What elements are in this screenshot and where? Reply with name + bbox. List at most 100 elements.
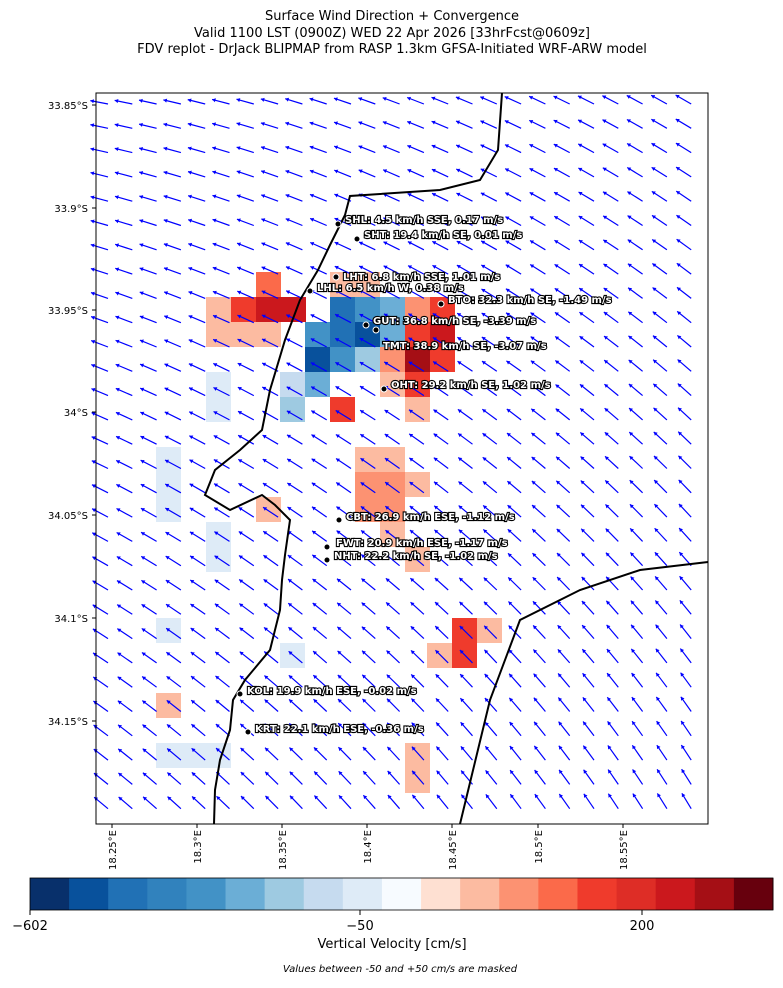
wind-arrow-head [240, 796, 245, 800]
station-dot [353, 235, 361, 243]
wind-arrow-head [630, 600, 635, 605]
convergence-cell [405, 472, 430, 497]
wind-arrow-head [436, 722, 440, 727]
colorbar-tick-label: −602 [12, 919, 48, 934]
wind-arrow-head [288, 579, 293, 583]
wind-arrow-head [529, 144, 534, 148]
wind-arrow-head [505, 192, 510, 197]
wind-arrow-head [358, 217, 363, 222]
wind-arrow-head [508, 649, 513, 654]
wind-arrow-head [631, 624, 635, 629]
wind-arrow-head [627, 167, 632, 172]
wind-arrow-head [261, 170, 266, 175]
wind-arrow-head [628, 335, 633, 340]
title-line: Surface Wind Direction + Convergence [265, 9, 519, 24]
wind-arrow-head [556, 552, 561, 557]
wind-arrow-head [681, 720, 685, 725]
wind-arrow-head [656, 696, 661, 701]
wind-arrow-head [434, 577, 439, 582]
wind-arrow-head [407, 169, 412, 173]
lat-tick-label: 33.95°S [48, 306, 88, 317]
wind-arrow-head [165, 483, 170, 488]
wind-arrow-head [505, 240, 510, 245]
wind-arrow-head [532, 577, 537, 582]
wind-arrow-head [531, 384, 536, 389]
wind-arrow-head [238, 555, 243, 560]
wind-arrow-head [285, 218, 290, 222]
wind-arrow-head [337, 699, 342, 703]
wind-arrow-head [164, 363, 169, 368]
wind-arrow-head [456, 144, 461, 149]
wind-arrow-head [482, 385, 487, 389]
colorbar-swatch [421, 878, 461, 910]
wind-arrow-head [602, 119, 607, 124]
convergence-cell [405, 547, 430, 572]
wind-arrow-head [480, 216, 485, 221]
wind-arrow-head [459, 577, 464, 582]
wind-arrow-head [261, 290, 266, 295]
wind-arrow-head [384, 337, 389, 342]
wind-arrow-head [410, 602, 415, 607]
wind-arrow-head [237, 338, 242, 343]
colorbar-swatch [538, 878, 578, 910]
wind-arrow-head [237, 290, 242, 295]
wind-arrow-head [213, 411, 218, 415]
wind-arrow-head [361, 626, 366, 631]
wind-arrow-head [212, 98, 216, 103]
wind-arrow-head [504, 144, 509, 148]
wind-arrow-head [553, 119, 558, 124]
wind-arrow-head [582, 697, 587, 702]
wind-arrow-head [191, 700, 196, 704]
station-label: TMT: 38.9 km/h SE, -3.07 m/s [383, 341, 547, 352]
colorbar-frame [29, 877, 774, 911]
wind-arrow-head [212, 290, 217, 295]
wind-arrow-head [506, 433, 511, 437]
wind-arrow-head [262, 483, 267, 487]
station-dot [372, 326, 380, 334]
wind-arrow-head [166, 724, 171, 729]
lat-tick-label: 34.15°S [48, 717, 88, 728]
wind-arrow-head [263, 507, 268, 511]
convergence-cell [206, 372, 231, 397]
wind-arrow-head [166, 700, 171, 705]
wind-arrow-head [335, 386, 340, 390]
wind-arrow-head [509, 697, 514, 702]
wind-arrow-head [212, 194, 217, 199]
wind-arrow-head [631, 648, 636, 653]
wind-arrow-head [336, 554, 341, 559]
wind-arrow-head [336, 578, 341, 583]
wind-arrow-head [507, 457, 512, 461]
wind-arrow-head [457, 409, 462, 414]
wind-arrow-head [431, 96, 436, 101]
wind-arrow-head [310, 338, 315, 342]
wind-arrow-head [457, 385, 462, 389]
wind-arrow-head [507, 505, 512, 510]
wind-arrow-head [505, 168, 510, 173]
wind-arrow-head [384, 458, 389, 462]
wind-arrow-head [629, 408, 634, 412]
convergence-cell [380, 372, 405, 397]
wind-arrow-head [240, 747, 245, 752]
wind-arrow-head [651, 167, 656, 171]
wind-arrow-head [676, 287, 681, 292]
wind-arrow-head [312, 554, 317, 559]
wind-arrow-head [114, 99, 119, 104]
wind-arrow-head [311, 410, 316, 415]
wind-arrow-head [481, 240, 486, 245]
wind-arrow-head [626, 119, 631, 123]
wind-arrow-head [408, 313, 413, 318]
wind-arrow-head [236, 146, 241, 151]
lat-tick-label: 34°S [64, 408, 88, 419]
wind-arrow-head [461, 770, 465, 775]
lon-tick-label: 18.35°E [278, 830, 289, 870]
wind-arrow-head [655, 600, 660, 605]
wind-arrow-head [431, 144, 436, 149]
wind-arrow-head [506, 336, 511, 341]
wind-arrow-head [652, 263, 657, 268]
convergence-cell [380, 297, 405, 322]
wind-arrow-head [141, 628, 146, 633]
convergence-cell [380, 472, 405, 497]
wind-arrow-head [532, 553, 537, 558]
wind-arrow-head [260, 121, 265, 126]
wind-arrow-head [557, 577, 562, 581]
